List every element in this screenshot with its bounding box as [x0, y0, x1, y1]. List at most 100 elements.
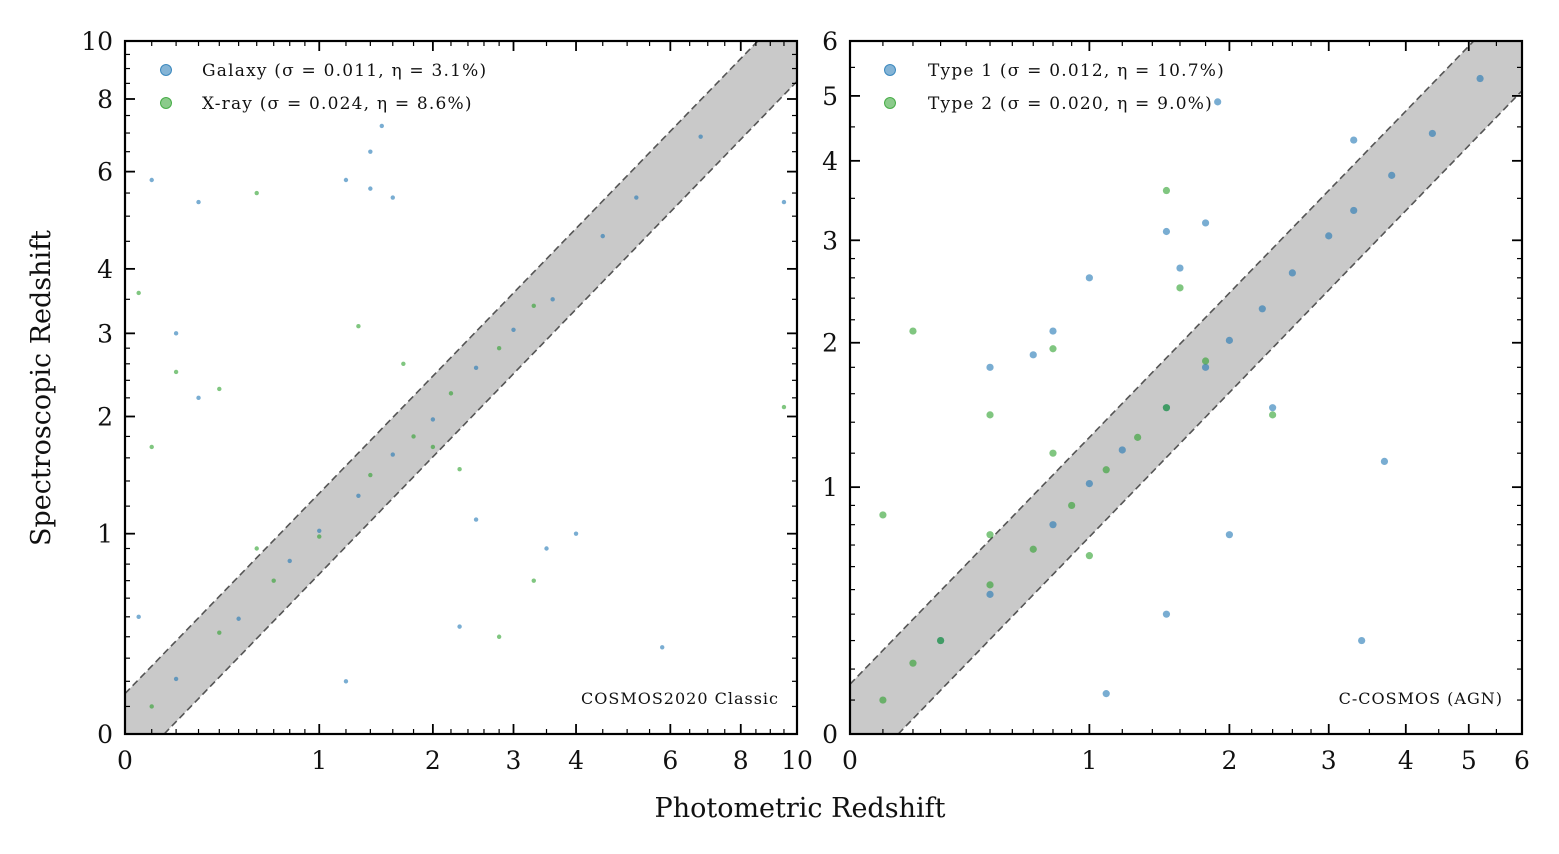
data-point-type-1: [986, 363, 994, 371]
legend-label-galaxy: Galaxy (σ = 0.011, η = 3.1%): [202, 61, 487, 81]
x-tick-label: 0: [117, 746, 133, 775]
data-point-galaxy: [196, 395, 201, 401]
data-point-x-ray: [356, 324, 361, 329]
y-tick-label: 1: [97, 520, 113, 549]
data-point-galaxy: [544, 546, 549, 551]
data-point-x-ray: [411, 434, 416, 439]
data-point-type-2: [909, 327, 917, 335]
x-tick-label: 2: [425, 746, 441, 775]
data-point-type-1: [1201, 363, 1210, 371]
x-tick-label: 5: [1461, 746, 1477, 775]
data-point-galaxy: [511, 327, 516, 332]
y-tick-label: 3: [822, 226, 838, 255]
data-point-galaxy: [781, 199, 787, 205]
x-tick-label: 6: [1514, 746, 1530, 775]
axes-frame: [123, 39, 799, 736]
legend-marker-type2: [884, 97, 896, 109]
data-point-galaxy: [317, 528, 322, 534]
data-point-galaxy: [287, 558, 292, 564]
band-lower-edge: [163, 80, 797, 734]
data-point-x-ray: [448, 391, 454, 396]
y-tick-label: 5: [822, 82, 838, 111]
data-point-type-1: [1049, 327, 1057, 335]
data-point-type-1: [1049, 521, 1057, 529]
data-point-type-1: [1476, 74, 1484, 83]
y-tick-label: 10: [81, 27, 113, 56]
data-point-galaxy: [660, 645, 665, 650]
data-point-x-ray: [457, 466, 462, 472]
data-point-type-2: [1029, 545, 1037, 553]
data-point-galaxy: [236, 616, 241, 621]
data-point-type-1: [1258, 305, 1266, 313]
x-axis-title: Photometric Redshift: [655, 793, 946, 824]
y-tick-label: 0: [97, 720, 113, 749]
data-point-type-1: [1388, 171, 1396, 179]
data-point-x-ray: [149, 444, 154, 450]
data-point-galaxy: [379, 123, 384, 129]
data-point-galaxy: [550, 297, 555, 302]
data-point-galaxy: [473, 365, 479, 371]
y-axis-title: Spectroscopic Redshift: [26, 230, 57, 546]
axis-ticks: 0 1 2 3 4 6 8 10 0 1 2 3 4 6 8 10: [81, 27, 813, 775]
legend-label-type2: Type 2 (σ = 0.020, η = 9.0%): [928, 94, 1213, 114]
data-point-type-1: [1118, 446, 1126, 454]
y-tick-label: 8: [97, 85, 113, 114]
data-point-x-ray: [430, 444, 436, 450]
y-tick-label: 4: [822, 147, 838, 176]
data-point-type-1: [1102, 690, 1110, 698]
data-point-type-1: [1201, 219, 1210, 227]
data-point-x-ray: [781, 404, 787, 410]
data-point-type-2: [1162, 404, 1171, 412]
scatter-points: [136, 123, 787, 709]
data-point-type-2: [1085, 552, 1093, 560]
data-point-type-1: [1269, 404, 1277, 412]
data-point-galaxy: [343, 679, 349, 684]
data-point-type-2: [1068, 501, 1076, 510]
data-point-x-ray: [531, 578, 536, 583]
data-point-type-2: [1049, 449, 1057, 457]
legend-label-xray: X-ray (σ = 0.024, η = 8.6%): [202, 94, 473, 114]
data-point-type-2: [937, 636, 945, 645]
panel-annotation: C-COSMOS (AGN): [1339, 689, 1503, 708]
panel-annotation: COSMOS2020 Classic: [581, 689, 779, 708]
x-tick-label: 6: [662, 746, 678, 775]
data-point-galaxy: [573, 531, 579, 536]
axes-frame: [848, 39, 1524, 736]
data-point-type-1: [1085, 274, 1093, 282]
data-point-type-2: [879, 696, 887, 704]
data-point-type-2: [1102, 466, 1110, 474]
data-point-type-1: [1350, 206, 1358, 215]
data-point-galaxy: [149, 177, 154, 183]
panel-cosmos2020: 0 1 2 3 4 6 8 10 0 1 2 3 4 6 8 10 Galaxy (σ = 0.011, η …: [81, 27, 813, 775]
data-point-type-2: [986, 411, 994, 419]
x-tick-label: 4: [568, 746, 584, 775]
data-point-galaxy: [390, 195, 395, 200]
data-point-galaxy: [196, 199, 201, 205]
band-upper-edge: [125, 41, 759, 695]
data-point-x-ray: [496, 634, 502, 639]
data-point-galaxy: [173, 676, 179, 682]
data-point-x-ray: [271, 578, 276, 583]
data-point-galaxy: [430, 417, 436, 422]
legend-marker-galaxy: [160, 64, 172, 76]
legend-marker-xray: [160, 97, 172, 109]
data-point-x-ray: [136, 290, 141, 296]
data-point-type-1: [1350, 136, 1358, 144]
data-point-type-2: [1176, 284, 1184, 292]
data-point-galaxy: [698, 134, 703, 139]
data-point-x-ray: [217, 386, 222, 392]
data-point-galaxy: [356, 493, 361, 499]
data-point-type-1: [1288, 269, 1296, 277]
data-point-galaxy: [634, 195, 639, 200]
x-tick-label: 3: [1321, 746, 1337, 775]
legend: Galaxy (σ = 0.011, η = 3.1%) X-ray (σ = …: [160, 61, 487, 114]
data-point-type-2: [909, 659, 917, 667]
data-point-x-ray: [368, 472, 373, 478]
legend-label-type1: Type 1 (σ = 0.012, η = 10.7%): [928, 61, 1225, 81]
y-tick-label: 6: [97, 158, 113, 187]
data-point-type-2: [1049, 345, 1057, 353]
data-point-galaxy: [173, 331, 179, 336]
data-point-x-ray: [317, 534, 322, 539]
data-point-galaxy: [390, 452, 395, 457]
